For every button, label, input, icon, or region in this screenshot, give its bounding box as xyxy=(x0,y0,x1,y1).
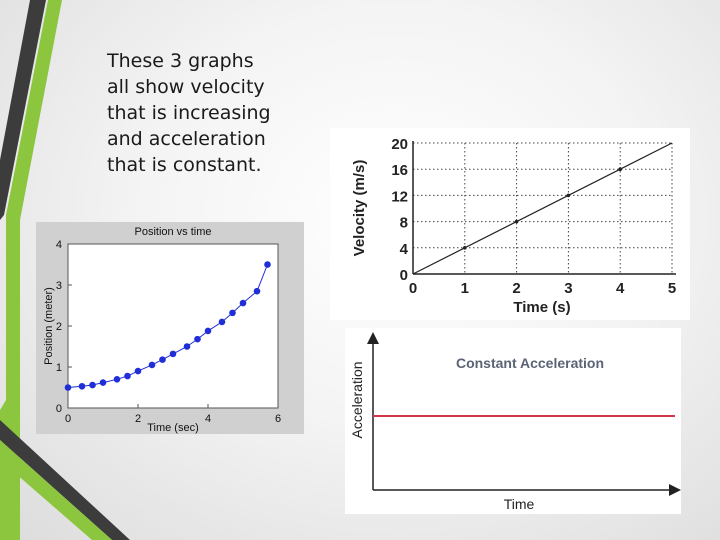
y-tick-label: 0 xyxy=(56,403,62,415)
velocity-line xyxy=(412,142,673,275)
data-point xyxy=(204,327,212,335)
caption-line: that is constant. xyxy=(107,154,262,176)
velocity-chart-panel: Time (s) Velocity (m/s) 0 1 2 3 4 5 0 4 8 12 16 20 xyxy=(330,128,690,320)
slide-caption: These 3 graphs all show velocity that is… xyxy=(107,48,307,178)
x-tick-label: 6 xyxy=(275,413,281,425)
data-point xyxy=(183,343,191,350)
y-tick-label: 3 xyxy=(56,280,62,292)
y-tick-label: 4 xyxy=(56,239,62,251)
data-point xyxy=(159,356,166,363)
y-tick-label: 4 xyxy=(400,241,409,258)
caption-line: all show velocity xyxy=(107,76,265,98)
data-point xyxy=(239,299,247,307)
data-point xyxy=(618,167,622,171)
data-point xyxy=(64,384,72,391)
green-diagonal-band xyxy=(0,0,62,540)
data-point xyxy=(229,309,236,317)
caption-line: These 3 graphs xyxy=(107,50,254,72)
data-point xyxy=(253,287,261,295)
data-point xyxy=(218,318,226,326)
data-point xyxy=(463,246,467,250)
x-tick-label: 4 xyxy=(205,413,211,425)
y-tick-label: 2 xyxy=(56,321,62,333)
y-tick-label: 1 xyxy=(56,362,62,374)
data-point xyxy=(264,261,271,268)
data-point xyxy=(148,361,156,369)
data-point xyxy=(514,219,519,224)
x-tick-label: 2 xyxy=(512,280,520,297)
data-point xyxy=(113,376,121,383)
y-axis-label: Velocity (m/s) xyxy=(351,160,368,257)
x-axis-label: Time (s) xyxy=(513,299,570,316)
x-tick-label: 2 xyxy=(135,413,141,425)
x-tick-label: 0 xyxy=(409,280,417,297)
acceleration-chart-panel: Constant Acceleration Time Acceleration xyxy=(345,328,681,514)
data-point xyxy=(99,379,107,386)
dark-diagonal-band xyxy=(0,0,46,220)
acceleration-chart: Constant Acceleration Time Acceleration xyxy=(349,332,681,512)
data-point xyxy=(89,381,96,389)
data-point xyxy=(124,372,131,380)
x-axis-label: Time (sec) xyxy=(147,422,199,434)
chart-title: Position vs time xyxy=(134,226,211,238)
dark-corner-band xyxy=(0,420,130,540)
data-point xyxy=(566,193,571,198)
x-tick-label: 5 xyxy=(668,280,676,297)
position-chart: Position vs time Time (sec) Position (me… xyxy=(43,226,281,434)
y-tick-label: 20 xyxy=(391,136,408,153)
data-point xyxy=(169,350,177,358)
x-tick-label: 0 xyxy=(65,413,71,425)
caption-line: and acceleration xyxy=(107,128,266,150)
y-axis-arrow xyxy=(367,332,379,344)
caption-line: that is increasing xyxy=(107,102,271,124)
y-axis-label: Acceleration xyxy=(349,361,365,438)
data-point xyxy=(134,367,142,375)
y-tick-label: 12 xyxy=(391,188,408,205)
data-point xyxy=(194,335,201,343)
position-chart-panel: Position vs time Time (sec) Position (me… xyxy=(36,222,304,434)
x-tick-label: 1 xyxy=(461,280,469,297)
y-tick-label: 16 xyxy=(391,162,408,179)
x-tick-label: 4 xyxy=(616,280,625,297)
data-point xyxy=(78,382,86,390)
chart-title: Constant Acceleration xyxy=(456,355,604,371)
y-tick-label: 8 xyxy=(400,215,408,232)
x-axis-label: Time xyxy=(504,496,535,512)
x-axis-arrow xyxy=(669,484,681,496)
y-axis-label: Position (meter) xyxy=(43,287,55,365)
green-corner-band xyxy=(0,440,112,540)
y-tick-label: 0 xyxy=(400,267,408,284)
x-tick-label: 3 xyxy=(564,280,572,297)
